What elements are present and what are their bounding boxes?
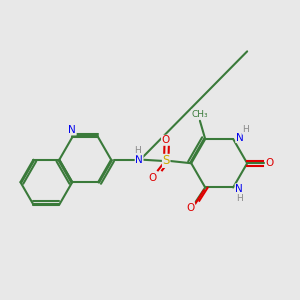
Text: N: N: [135, 155, 143, 165]
Text: S: S: [163, 154, 170, 167]
Text: O: O: [186, 203, 195, 213]
Text: H: H: [135, 146, 141, 155]
Text: N: N: [236, 133, 244, 142]
Text: CH₃: CH₃: [192, 110, 208, 119]
Text: N: N: [68, 125, 76, 135]
Text: H: H: [236, 194, 242, 203]
Text: O: O: [161, 135, 170, 145]
Text: O: O: [148, 173, 156, 183]
Text: O: O: [266, 158, 274, 168]
Text: N: N: [235, 184, 243, 194]
Text: H: H: [242, 125, 249, 134]
